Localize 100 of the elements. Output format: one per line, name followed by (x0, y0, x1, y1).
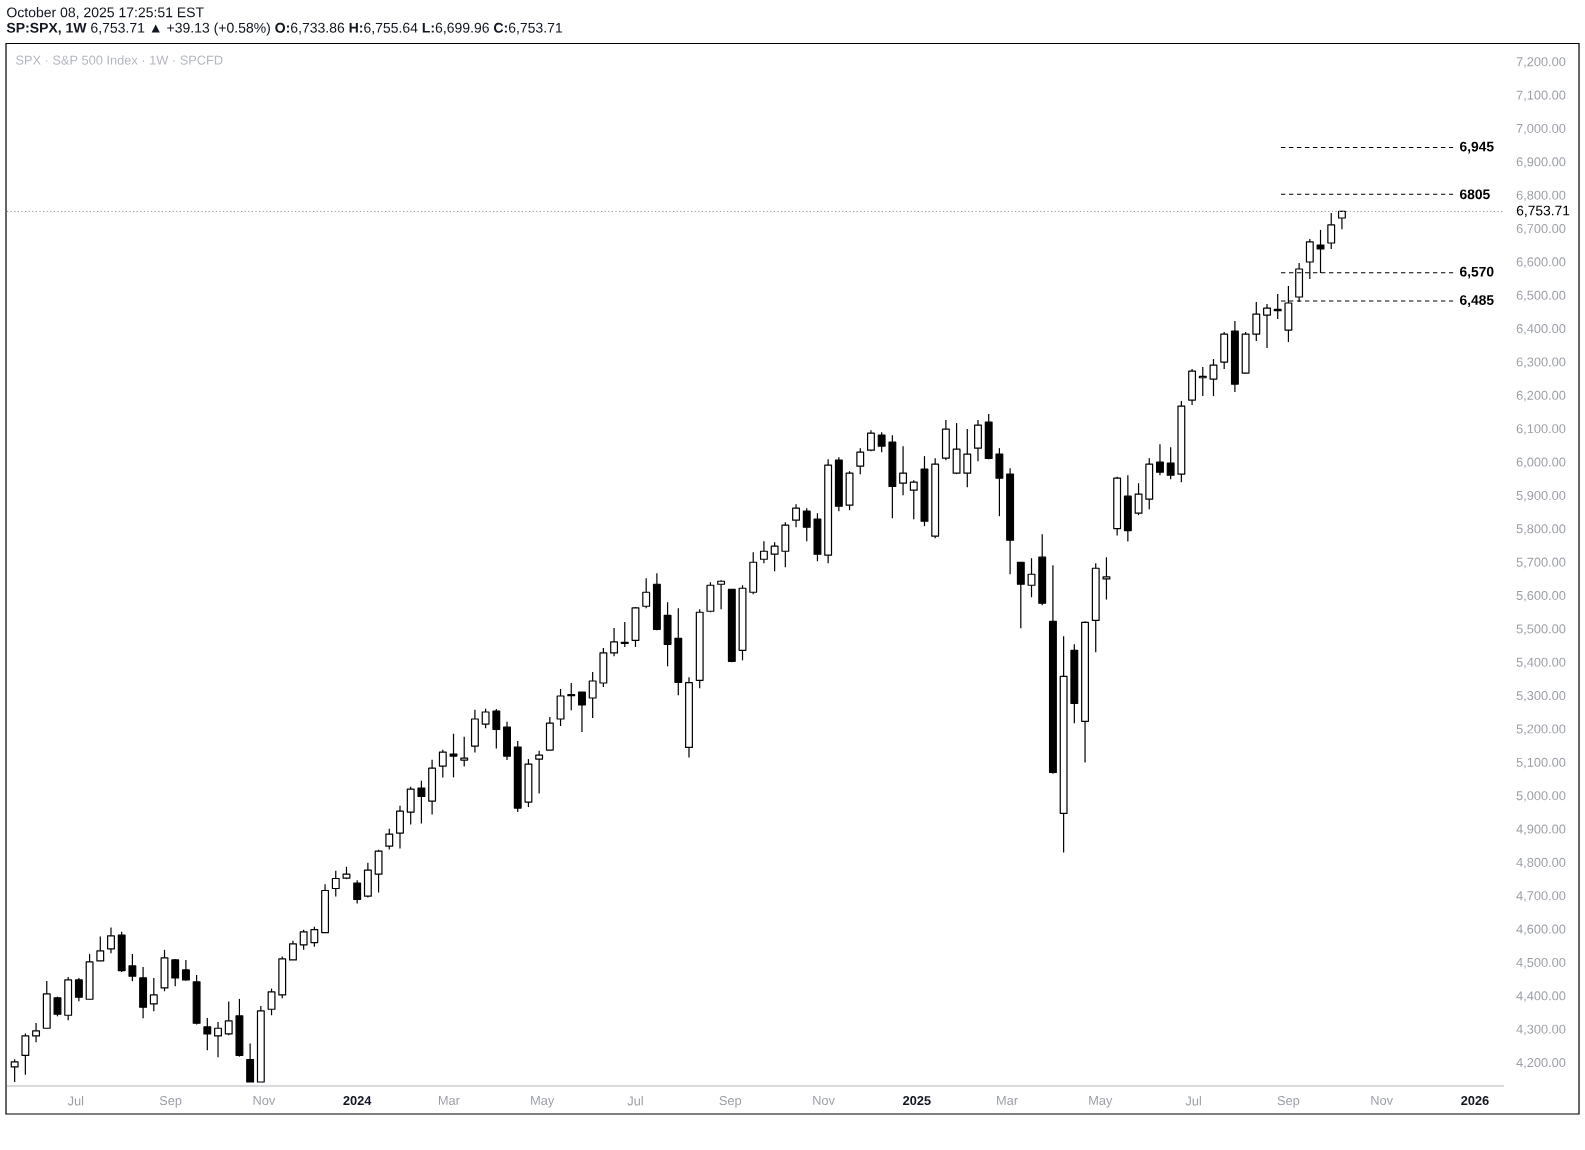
candlestick (899, 445, 908, 496)
y-tick-label: 4,800.00 (1516, 857, 1566, 869)
x-tick-label: Sep (719, 1096, 742, 1108)
y-tick-label: 6,800.00 (1516, 190, 1566, 202)
y-tick-label: 5,700.00 (1516, 557, 1566, 569)
y-tick-label: 7,000.00 (1516, 123, 1566, 135)
y-tick-label: 7,200.00 (1516, 57, 1566, 68)
candlestick (21, 1033, 30, 1076)
y-tick-label: 6,400.00 (1516, 324, 1566, 335)
x-tick-label: Nov (813, 1096, 835, 1105)
candlestick (792, 503, 800, 528)
candlestick (1252, 301, 1261, 342)
x-tick-label: Mar (997, 1096, 1018, 1105)
candlestick (128, 953, 137, 982)
x-tick-label: Nov (253, 1096, 276, 1105)
candlestick (759, 540, 768, 564)
candlestick (10, 1058, 19, 1083)
y-tick-label: 5,900.00 (1516, 490, 1566, 502)
candlestick (770, 541, 779, 572)
candlestick (438, 749, 447, 778)
candlestick (449, 733, 458, 778)
candlestick (417, 780, 426, 825)
candlestick (1102, 556, 1111, 601)
candlestick (1156, 443, 1164, 476)
candlestick (214, 1021, 222, 1058)
ref-line-label: 6,945 (1460, 141, 1494, 154)
candlestick (802, 507, 811, 542)
y-tick-label: 5,600.00 (1516, 590, 1566, 602)
candlestick (1263, 303, 1271, 349)
x-tick-label: Sep (159, 1096, 182, 1108)
candlestick (171, 958, 180, 987)
candlestick (107, 926, 115, 954)
x-tick-label: Nov (1371, 1096, 1394, 1105)
y-tick-label: 5,300.00 (1516, 691, 1566, 702)
candlestick (1166, 446, 1175, 480)
x-tick-label: Jul (1185, 1096, 1201, 1106)
candlestick (353, 879, 362, 905)
candlestick (577, 691, 586, 733)
y-tick-label: 5,800.00 (1516, 524, 1566, 535)
y-tick-label: 5,400.00 (1516, 657, 1566, 669)
candlestick (1209, 358, 1218, 397)
x-tick-label: May (1089, 1096, 1113, 1108)
x-tick-label: May (531, 1096, 555, 1108)
y-tick-label: 4,300.00 (1516, 1024, 1566, 1036)
candlestick (396, 805, 404, 850)
candlestick (149, 977, 158, 1012)
x-tick-label: 2024 (343, 1096, 372, 1106)
candlestick (32, 1022, 41, 1043)
candlestick (96, 935, 105, 962)
candlestick (181, 959, 190, 982)
candlestick (1027, 557, 1036, 598)
text: October 08, 2025 17:25:51 EST (7, 7, 204, 19)
candlestick (385, 828, 394, 851)
x-tick-label: 2026 (1461, 1096, 1489, 1106)
y-tick-label: 6,000.00 (1516, 457, 1566, 469)
candlestick (610, 627, 619, 657)
y-tick-label: 5,000.00 (1516, 791, 1566, 802)
x-tick-label: Mar (438, 1096, 460, 1105)
y-tick-label: 5,100.00 (1516, 757, 1566, 769)
candlestick (556, 688, 565, 727)
candlestick (642, 577, 651, 609)
candlestick (267, 987, 276, 1016)
ref-line-label: 6805 (1460, 189, 1490, 200)
y-tick-label: 6,900.00 (1516, 157, 1566, 168)
x-tick-label: Jul (627, 1096, 643, 1106)
candlestick (974, 419, 982, 462)
x-tick-label: Jul (67, 1096, 84, 1106)
y-tick-label: 6,200.00 (1516, 390, 1566, 402)
candlestick (588, 671, 597, 719)
candlestick (620, 621, 629, 648)
y-tick-label: 7,100.00 (1516, 90, 1566, 102)
candlestick (406, 786, 415, 826)
candlestick (1134, 482, 1143, 516)
candlestick (374, 849, 383, 894)
x-tick-label: 2025 (903, 1096, 931, 1106)
y-tick-label: 6,300.00 (1516, 357, 1566, 369)
candlestick (310, 926, 319, 948)
candlestick (481, 708, 490, 729)
candlestick (856, 447, 865, 475)
candlestick (1327, 212, 1336, 250)
candlestick (203, 1017, 212, 1051)
candlestick (909, 479, 918, 520)
candlestick (74, 977, 83, 1002)
y-tick-label: 6,500.00 (1516, 290, 1566, 302)
y-tick-label: 6,100.00 (1516, 424, 1566, 435)
text: SPX · S&P 500 Index · 1W · SPCFD (16, 55, 223, 65)
candlestick (717, 579, 726, 610)
candlestick (492, 708, 501, 749)
y-tick-label: 6,600.00 (1516, 257, 1566, 268)
ref-line-label: 6,570 (1460, 266, 1494, 279)
candlestick (224, 1000, 233, 1036)
candlestick (460, 736, 469, 767)
candlestick (963, 428, 972, 488)
y-tick-label: 4,200.00 (1516, 1058, 1566, 1069)
ref-line-label: 6,485 (1460, 295, 1494, 307)
y-tick-label: 6,700.00 (1516, 224, 1566, 235)
y-tick-label: 4,900.00 (1516, 824, 1566, 836)
candlestick (1016, 561, 1025, 629)
candlestick (299, 929, 308, 951)
candlestick (535, 750, 544, 795)
